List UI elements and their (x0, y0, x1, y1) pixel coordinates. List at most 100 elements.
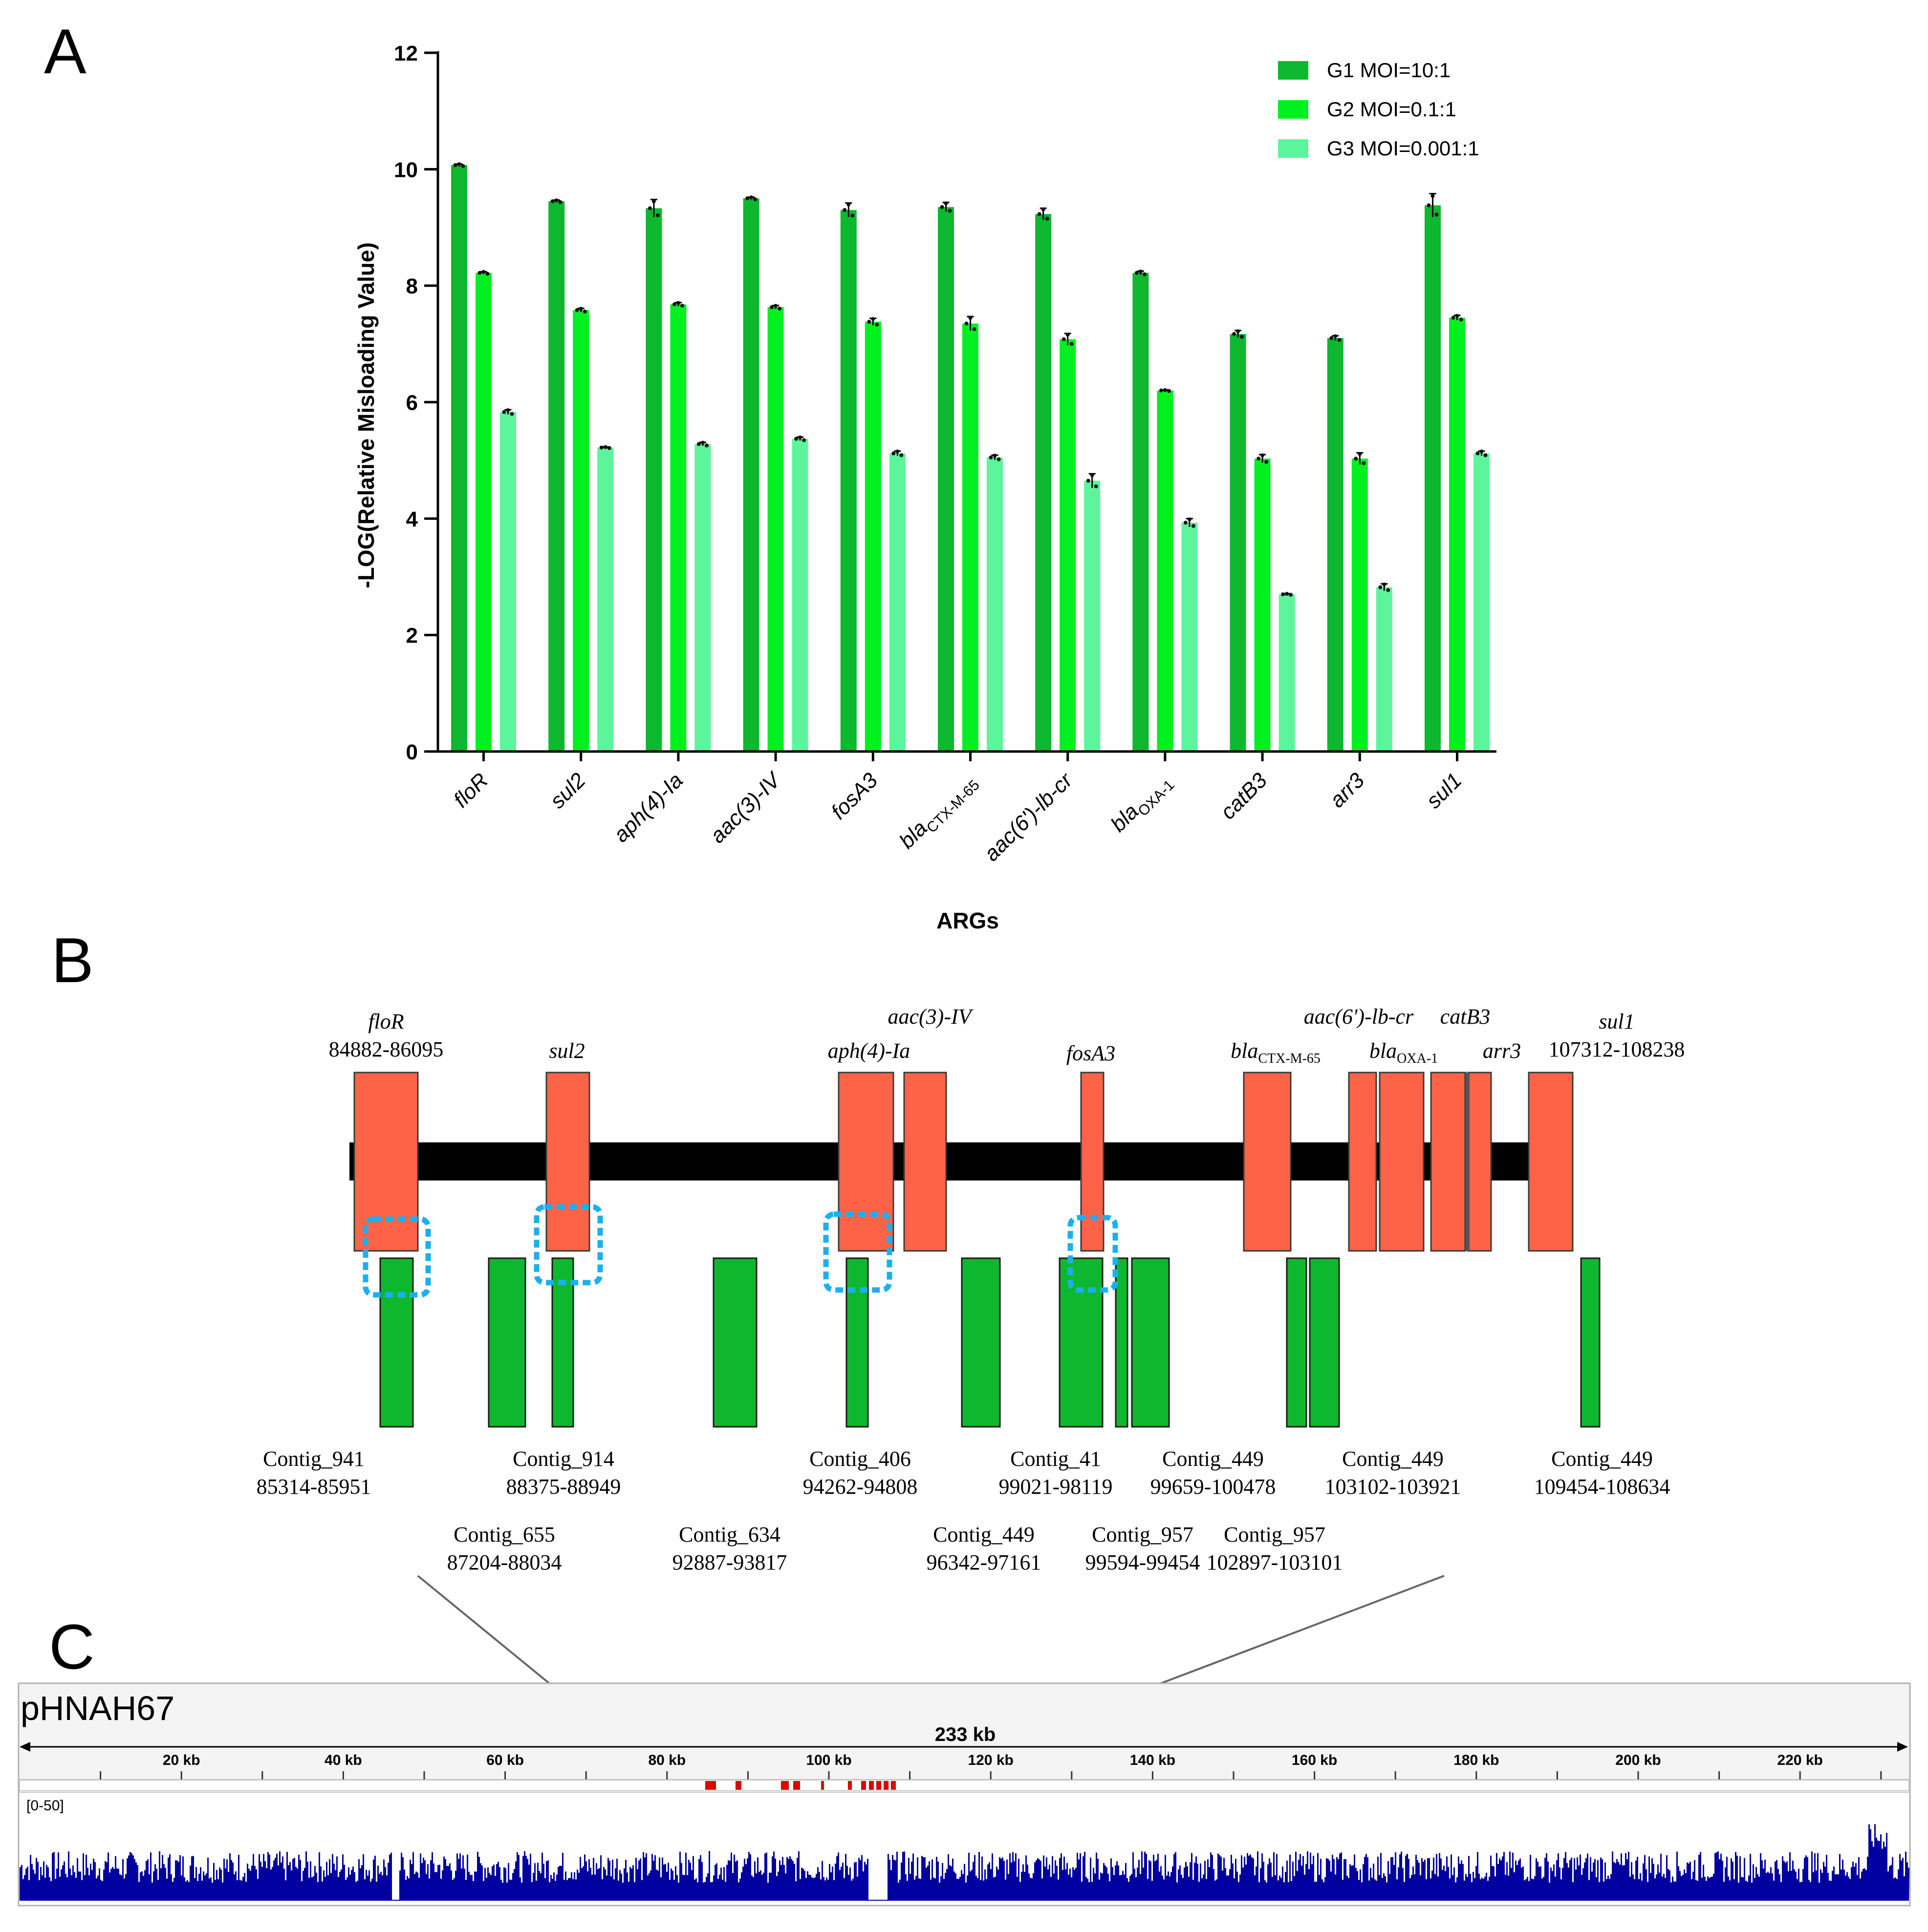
bar (1327, 338, 1343, 751)
x-axis-label: ARGs (936, 908, 999, 933)
bar (500, 412, 516, 751)
data-point (485, 272, 490, 276)
data-point (1134, 271, 1139, 275)
feature-block (848, 1781, 852, 1790)
data-point (502, 410, 506, 414)
data-point (1061, 337, 1066, 342)
bar (1376, 587, 1392, 751)
data-point (1232, 332, 1236, 336)
legend-label: G2 MOI=0.1:1 (1327, 98, 1456, 121)
bar (1278, 594, 1295, 751)
contig-range: 96342-97161 (927, 1550, 1041, 1574)
feature-block (884, 1781, 888, 1790)
legend-swatch (1278, 100, 1308, 119)
ruler-background (20, 1684, 1909, 1789)
contig-box (845, 1257, 869, 1428)
gene-box (545, 1072, 590, 1252)
data-point (1159, 388, 1163, 393)
contig-name: Contig_655 (454, 1523, 555, 1546)
data-point (1167, 389, 1171, 393)
contig-box (1580, 1257, 1601, 1428)
data-point (1329, 336, 1334, 340)
bar (548, 201, 565, 751)
data-point (996, 457, 1001, 462)
data-range-label: [0-50] (26, 1798, 64, 1814)
ruler-label: 200 kb (1615, 1752, 1661, 1768)
bar (987, 457, 1003, 751)
data-point (867, 320, 871, 324)
data-point (648, 206, 652, 211)
data-point (575, 308, 579, 312)
data-point (1069, 342, 1074, 346)
data-point (1386, 588, 1390, 592)
contig-name: Contig_941 (263, 1447, 365, 1471)
data-point (696, 442, 701, 446)
contig-name: Contig_634 (679, 1523, 780, 1546)
data-point (1045, 216, 1049, 221)
ruler-label: 80 kb (648, 1752, 686, 1768)
gene-box (1348, 1072, 1377, 1252)
contig-range: 87204-88034 (447, 1550, 562, 1574)
data-point (603, 445, 607, 449)
data-point (1427, 203, 1431, 208)
y-tick-label: 6 (406, 391, 418, 415)
data-point (1382, 582, 1386, 587)
legend-swatch (1278, 139, 1308, 158)
gene-name: blaOXA-1 (1369, 1039, 1438, 1066)
y-axis-ticks: 0 2 4 6 8 10 12 (394, 42, 438, 764)
highlight-boxes (363, 1204, 1118, 1298)
gene-range: 107312-108238 (1549, 1037, 1685, 1061)
data-point (1236, 329, 1240, 333)
bar (694, 444, 711, 751)
bar (1230, 334, 1246, 751)
gene-box (838, 1072, 894, 1252)
ruler-label: 120 kb (968, 1752, 1013, 1768)
feature-block (705, 1781, 716, 1790)
ruler-label: 160 kb (1292, 1752, 1337, 1768)
y-tick-label: 10 (394, 158, 418, 182)
data-point (1358, 452, 1362, 456)
contig-range: 94262-94808 (803, 1475, 918, 1499)
gene-range: 84882-86095 (329, 1037, 444, 1061)
total-length: 233 kb (935, 1724, 996, 1745)
contig-range: 85314-85951 (257, 1475, 371, 1499)
data-point (774, 303, 778, 308)
data-point (1479, 450, 1484, 454)
bar (1132, 273, 1149, 751)
contig-range: 99659-100478 (1150, 1475, 1276, 1499)
bar (1449, 318, 1465, 751)
gene-box (903, 1072, 947, 1252)
contig-name: Contig_957 (1224, 1523, 1325, 1546)
data-point (846, 202, 851, 207)
y-tick-label: 2 (406, 624, 418, 648)
data-point (1086, 478, 1090, 483)
bar (840, 210, 857, 751)
data-point (477, 271, 482, 275)
contig-box (488, 1257, 526, 1428)
gene-name: sul2 (549, 1039, 585, 1063)
gene-box (1430, 1072, 1466, 1252)
feature-block (891, 1781, 896, 1790)
contig-name: Contig_914 (513, 1447, 614, 1471)
contig-box (1115, 1257, 1128, 1428)
contig-name: Contig_449 (1551, 1447, 1653, 1471)
contig-range: 109454-108634 (1534, 1475, 1670, 1499)
gene-box (1528, 1072, 1574, 1252)
data-point (940, 205, 944, 209)
bar (1084, 480, 1101, 751)
data-point (1138, 269, 1143, 274)
data-point (778, 306, 782, 311)
data-point (1264, 460, 1269, 464)
bar (767, 307, 784, 751)
data-point (948, 209, 952, 213)
data-point (583, 309, 587, 314)
data-point (554, 198, 559, 202)
legend-label: G3 MOI=0.001:1 (1327, 137, 1479, 160)
contig-name: Contig_41 (1010, 1447, 1101, 1471)
bar (1181, 522, 1198, 751)
y-tick-label: 8 (406, 275, 418, 299)
data-point (1289, 593, 1293, 597)
data-point (510, 412, 514, 416)
contig-box (1286, 1257, 1307, 1428)
data-point (550, 199, 555, 203)
